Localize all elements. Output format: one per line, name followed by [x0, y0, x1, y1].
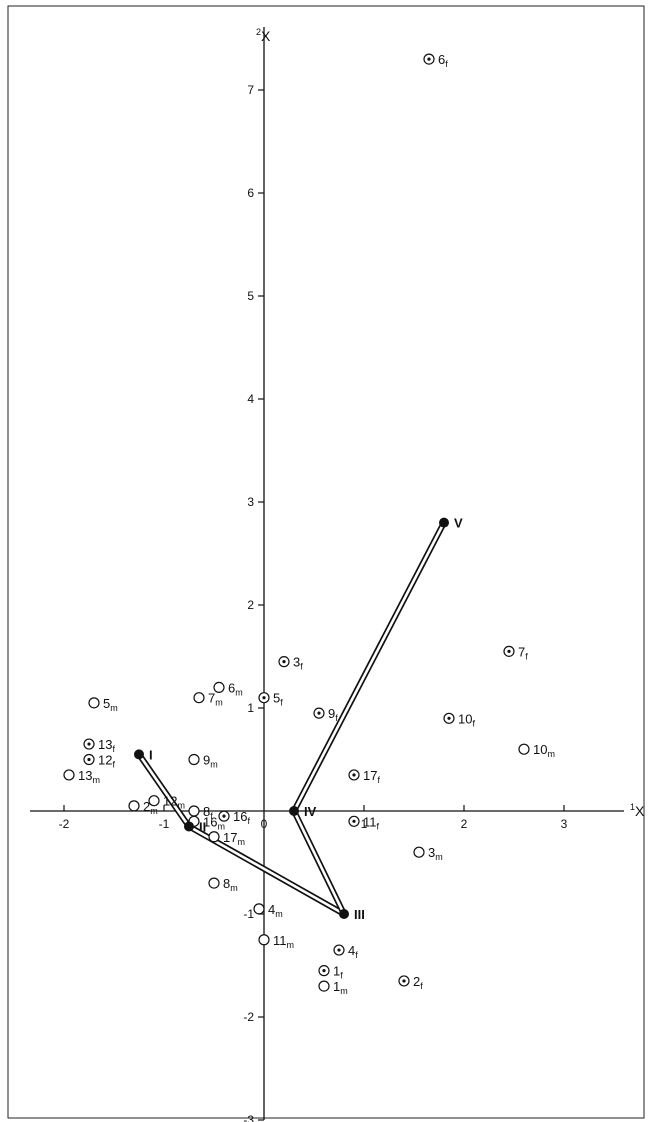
point-7f-dot: [507, 649, 511, 653]
point-label-7f: 7f: [518, 644, 528, 661]
centroid-links: [136, 519, 447, 917]
y-tick-label-9: 7: [247, 83, 254, 97]
point-label-12f: 12f: [98, 753, 115, 770]
link-III-IV-inner: [292, 809, 346, 916]
y-tick-label-3: 1: [247, 701, 254, 715]
point-label-1f: 1f: [333, 964, 343, 981]
point-16f-dot: [222, 814, 226, 818]
y-tick-label-1: -2: [243, 1010, 254, 1024]
point-11m: [258, 934, 270, 946]
point-3f-dot: [282, 660, 286, 664]
point-9f-dot: [317, 711, 321, 715]
point-13f-dot: [87, 742, 91, 746]
point-label-9f: 9f: [328, 706, 338, 723]
point-label-10f: 10f: [458, 711, 475, 728]
point-label-8f: 8f: [203, 804, 213, 821]
point-7m: [193, 692, 205, 704]
point-1f-dot: [322, 969, 326, 973]
point-label-17f: 17f: [363, 768, 380, 785]
y-tick-label-8: 6: [247, 186, 254, 200]
point-1m: [318, 980, 330, 992]
y-axis-label: 2X: [256, 27, 271, 44]
point-17m: [208, 831, 220, 843]
point-2f-dot: [402, 979, 406, 983]
x-tick-label-4: 3: [561, 817, 568, 831]
x-tick-label-2: 1: [361, 817, 368, 831]
y-tick-label-2: -1: [243, 907, 254, 921]
plot-frame: [7, 5, 645, 1119]
point-label-6f: 6f: [438, 52, 448, 69]
x-axis-label: 1X: [630, 802, 645, 819]
point-2m: [128, 800, 140, 812]
point-3m: [413, 846, 425, 858]
centroid-label-I: I: [149, 747, 153, 762]
point-8f: [188, 805, 200, 817]
centroid-label-III: III: [354, 907, 365, 922]
point-label-4f: 4f: [348, 943, 358, 960]
point-10f-dot: [447, 716, 451, 720]
centroid-V: [439, 517, 449, 528]
point-label-13f: 13f: [98, 737, 115, 754]
point-13m: [63, 769, 75, 781]
link-I-II-inner: [137, 753, 191, 828]
point-9m: [188, 753, 200, 766]
x-tick-label-0: -2: [59, 817, 70, 831]
y-tick-label-6: 4: [247, 392, 254, 406]
centroid-label-V: V: [454, 516, 463, 531]
y-tick-label-5: 3: [247, 495, 254, 509]
point-12f-dot: [87, 757, 91, 762]
centroid-III: [339, 909, 349, 919]
point-12m: [148, 795, 160, 807]
point-label-2f: 2f: [413, 974, 423, 991]
centroid-I: [134, 749, 144, 760]
centroid-II: [184, 821, 194, 832]
origin-label: 0: [261, 817, 268, 831]
point-4f-dot: [337, 948, 341, 952]
point-11f-dot: [352, 819, 356, 823]
point-6m: [213, 681, 225, 694]
y-tick-label-0: -3: [243, 1113, 254, 1122]
point-label-16f: 16f: [233, 809, 250, 826]
x-tick-label-1: -1: [159, 817, 170, 831]
point-6f-dot: [427, 57, 431, 61]
centroid-label-II: II: [199, 819, 206, 834]
point-label-3f: 3f: [293, 655, 303, 672]
point-10m: [518, 743, 530, 755]
y-tick-label-7: 5: [247, 289, 254, 303]
point-label-11f: 11f: [363, 814, 380, 831]
centroid-IV: [289, 806, 299, 816]
point-5m: [88, 697, 100, 709]
y-tick-label-4: 2: [247, 598, 254, 612]
centroid-label-IV: IV: [304, 804, 317, 819]
point-label-5f: 5f: [273, 691, 283, 708]
link-IV-V-inner: [292, 521, 446, 813]
point-17f-dot: [352, 773, 356, 777]
point-4m: [253, 903, 265, 915]
x-tick-label-3: 2: [461, 817, 468, 831]
point-8m: [208, 877, 220, 889]
point-5f-dot: [262, 696, 266, 700]
